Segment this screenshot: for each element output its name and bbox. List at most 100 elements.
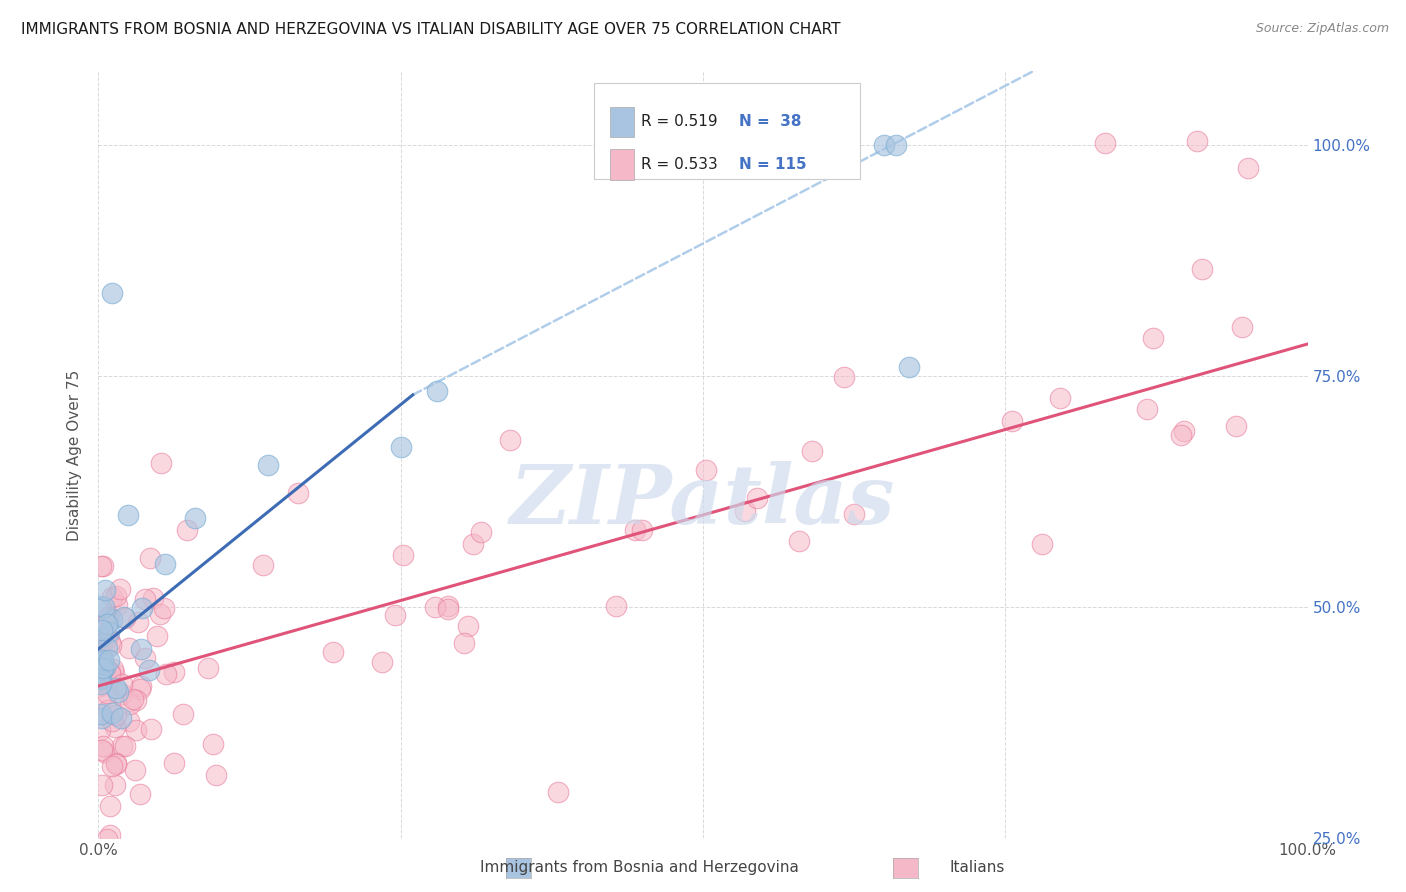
- Point: [96, 686, 118, 700]
- Point: [832, 370, 855, 384]
- Point: [91, 660, 114, 674]
- Point: [93, 661, 115, 675]
- Point: [426, 384, 449, 398]
- Point: [94, 582, 117, 597]
- Point: [425, 599, 447, 614]
- Point: [118, 640, 141, 655]
- Bar: [610, 107, 634, 137]
- Point: [498, 433, 520, 447]
- Point: [138, 663, 160, 677]
- Point: [139, 722, 162, 736]
- Point: [152, 601, 174, 615]
- Point: [125, 693, 148, 707]
- Point: [256, 458, 278, 472]
- Text: ZIPatlas: ZIPatlas: [510, 461, 896, 541]
- Point: [96, 832, 118, 847]
- Point: [104, 756, 127, 771]
- Point: [89, 723, 111, 737]
- Point: [91, 558, 114, 573]
- Point: [176, 523, 198, 537]
- Point: [90, 707, 112, 722]
- Point: [1094, 136, 1116, 151]
- Point: [153, 557, 176, 571]
- Text: Italians: Italians: [949, 860, 1005, 874]
- Bar: [610, 149, 634, 179]
- Point: [142, 591, 165, 606]
- Point: [1230, 320, 1253, 334]
- Point: [197, 661, 219, 675]
- Point: [131, 601, 153, 615]
- Point: [97, 665, 120, 679]
- Text: N =  38: N = 38: [740, 114, 801, 129]
- Point: [547, 785, 569, 799]
- Point: [98, 828, 121, 842]
- Point: [90, 711, 112, 725]
- Point: [437, 599, 460, 614]
- Point: [384, 607, 406, 622]
- Text: R = 0.533: R = 0.533: [641, 157, 718, 172]
- Point: [91, 663, 114, 677]
- Point: [105, 599, 128, 613]
- Point: [114, 739, 136, 753]
- Point: [101, 714, 124, 728]
- Point: [114, 611, 136, 625]
- Point: [392, 548, 415, 562]
- Point: [155, 667, 177, 681]
- Point: [205, 768, 228, 782]
- Point: [112, 610, 135, 624]
- Point: [436, 601, 458, 615]
- Point: [105, 589, 128, 603]
- Point: [287, 485, 309, 500]
- Point: [149, 456, 172, 470]
- Point: [90, 648, 112, 662]
- Point: [104, 707, 127, 722]
- Point: [695, 463, 717, 477]
- Point: [470, 525, 492, 540]
- Point: [124, 764, 146, 778]
- Point: [105, 756, 128, 771]
- Point: [1191, 261, 1213, 276]
- Point: [105, 681, 128, 696]
- Text: R = 0.519: R = 0.519: [641, 114, 718, 129]
- Point: [605, 599, 627, 613]
- Point: [93, 653, 115, 667]
- Point: [631, 523, 654, 537]
- Point: [787, 534, 810, 549]
- Point: [90, 671, 112, 685]
- Point: [105, 891, 128, 892]
- Point: [89, 679, 111, 693]
- Point: [103, 665, 125, 680]
- Point: [1185, 134, 1208, 148]
- Point: [89, 665, 111, 679]
- Point: [91, 654, 114, 668]
- Point: [90, 630, 112, 644]
- Point: [107, 685, 129, 699]
- Point: [118, 697, 141, 711]
- Point: [90, 623, 112, 637]
- Point: [389, 440, 412, 454]
- Point: [117, 508, 139, 522]
- Point: [146, 629, 169, 643]
- Point: [801, 444, 824, 458]
- Point: [134, 592, 156, 607]
- Point: [129, 679, 152, 693]
- Point: [457, 618, 479, 632]
- Point: [655, 863, 678, 878]
- Point: [842, 507, 865, 521]
- Point: [1049, 391, 1071, 405]
- Point: [129, 642, 152, 657]
- Text: Source: ZipAtlas.com: Source: ZipAtlas.com: [1256, 22, 1389, 36]
- Point: [252, 558, 274, 573]
- Point: [101, 706, 124, 720]
- Point: [89, 599, 111, 614]
- Point: [1031, 537, 1053, 551]
- Point: [1170, 427, 1192, 442]
- Point: [89, 558, 111, 573]
- Point: [129, 681, 152, 696]
- Text: IMMIGRANTS FROM BOSNIA AND HERZEGOVINA VS ITALIAN DISABILITY AGE OVER 75 CORRELA: IMMIGRANTS FROM BOSNIA AND HERZEGOVINA V…: [21, 22, 841, 37]
- Point: [96, 641, 118, 656]
- Point: [98, 665, 121, 680]
- Point: [873, 138, 896, 153]
- Point: [886, 138, 908, 153]
- Point: [134, 651, 156, 665]
